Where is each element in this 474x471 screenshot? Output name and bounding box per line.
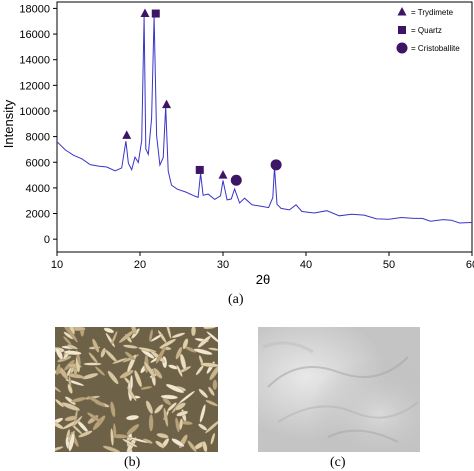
x-tick-label: 10	[51, 259, 63, 271]
rice-husk-photo	[55, 327, 218, 452]
caption-b: (b)	[124, 455, 141, 470]
legend: = Trydimete = Quartz = Cristoballite	[396, 7, 460, 54]
triangle-peak-marker	[122, 130, 132, 139]
x-tick-label: 40	[300, 259, 312, 271]
y-axis-label: Intensity	[1, 99, 16, 148]
y-tick-label: 16000	[19, 29, 50, 41]
phase-markers	[122, 8, 282, 186]
legend-label: = Trydimete	[411, 8, 454, 17]
square-peak-marker	[151, 9, 160, 18]
x-axis-label: 2θ	[256, 272, 270, 287]
triangle-peak-marker	[140, 8, 150, 18]
triangle-peak-marker	[162, 99, 172, 109]
x-tick-label: 30	[217, 259, 229, 271]
legend-square-marker	[398, 26, 406, 34]
x-tick-label: 60	[466, 259, 474, 271]
caption-c: (c)	[330, 455, 346, 470]
ash-texture	[258, 327, 420, 452]
legend-label: = Cristoballite	[411, 44, 460, 53]
y-axis: 0 2000 4000 6000 8000 10000 12000 14000 16000 180…	[19, 3, 57, 246]
y-tick-label: 2000	[26, 209, 50, 221]
legend-triangle-marker	[397, 7, 407, 16]
y-tick-label: 8000	[26, 132, 50, 144]
caption-a: (a)	[228, 292, 244, 307]
xrd-pattern-line	[56, 16, 473, 224]
plot-frame	[56, 1, 473, 253]
x-tick-label: 20	[134, 259, 146, 271]
legend-label: = Quartz	[411, 26, 442, 35]
y-tick-label: 6000	[26, 157, 50, 169]
triangle-peak-marker	[218, 170, 228, 179]
y-tick-label: 10000	[19, 106, 50, 118]
x-tick-label: 50	[383, 259, 395, 271]
square-peak-marker	[195, 165, 204, 174]
rice-husk-texture	[55, 327, 218, 452]
x-axis: 10 20 30 40 50 60	[51, 252, 474, 271]
circle-peak-marker	[230, 174, 242, 186]
y-tick-label: 14000	[19, 55, 50, 67]
circle-peak-marker	[270, 159, 282, 171]
ash-powder-photo	[258, 327, 420, 452]
legend-circle-marker	[396, 42, 408, 54]
y-tick-label: 4000	[26, 183, 50, 195]
xrd-chart: 0 2000 4000 6000 8000 10000 12000 14000 16000 180…	[1, 1, 474, 287]
y-tick-label: 18000	[19, 3, 50, 15]
y-tick-label: 12000	[19, 80, 50, 92]
y-tick-label: 0	[44, 234, 50, 246]
